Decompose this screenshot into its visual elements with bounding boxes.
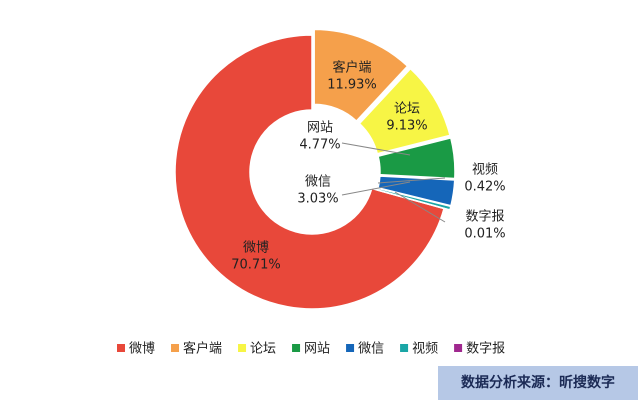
legend-label: 视频 (412, 342, 438, 357)
slice (313, 28, 409, 123)
legend-label: 网站 (304, 342, 330, 357)
slice (174, 34, 445, 310)
source: 数据分析来源：昕搜数字 (461, 374, 615, 391)
slice-label: 网站 (307, 121, 333, 136)
leader-line (341, 181, 411, 196)
legend-label: 微信 (358, 342, 384, 357)
legend-swatch (400, 344, 409, 352)
value-label: 0.42% (464, 180, 505, 195)
legend-swatch (117, 344, 125, 352)
value-label: 0.01% (464, 227, 505, 242)
leader-line (394, 191, 446, 223)
value-label: 70.71% (231, 258, 281, 273)
legend-label: 客户端 (183, 341, 222, 357)
legend-swatch (292, 344, 301, 352)
value-label: 3.03% (297, 192, 338, 207)
legend-label: 数字报 (466, 342, 505, 357)
legend-swatch (171, 344, 180, 352)
slice-label: 视频 (472, 163, 498, 178)
leader-line (341, 142, 411, 156)
slice-label: 微信 (305, 175, 331, 190)
slice (377, 136, 456, 180)
legend-swatch (454, 344, 463, 352)
source-box (438, 366, 638, 400)
legend-swatch (346, 344, 355, 352)
leader-line (377, 177, 446, 184)
legend-label: 微博 (129, 342, 155, 357)
slice-label: 论坛 (394, 102, 420, 117)
value-label: 4.77% (299, 138, 340, 153)
value-label: 9.13% (386, 119, 427, 134)
slice-label: 微博 (243, 241, 269, 256)
slice (358, 67, 451, 155)
slice-label: 数字报 (465, 210, 504, 225)
legend-label: 论坛 (250, 342, 276, 357)
legend-swatch (238, 344, 247, 352)
slice (376, 189, 451, 212)
slice-label: 客户端 (332, 60, 371, 76)
value-label: 11.93% (327, 78, 377, 93)
